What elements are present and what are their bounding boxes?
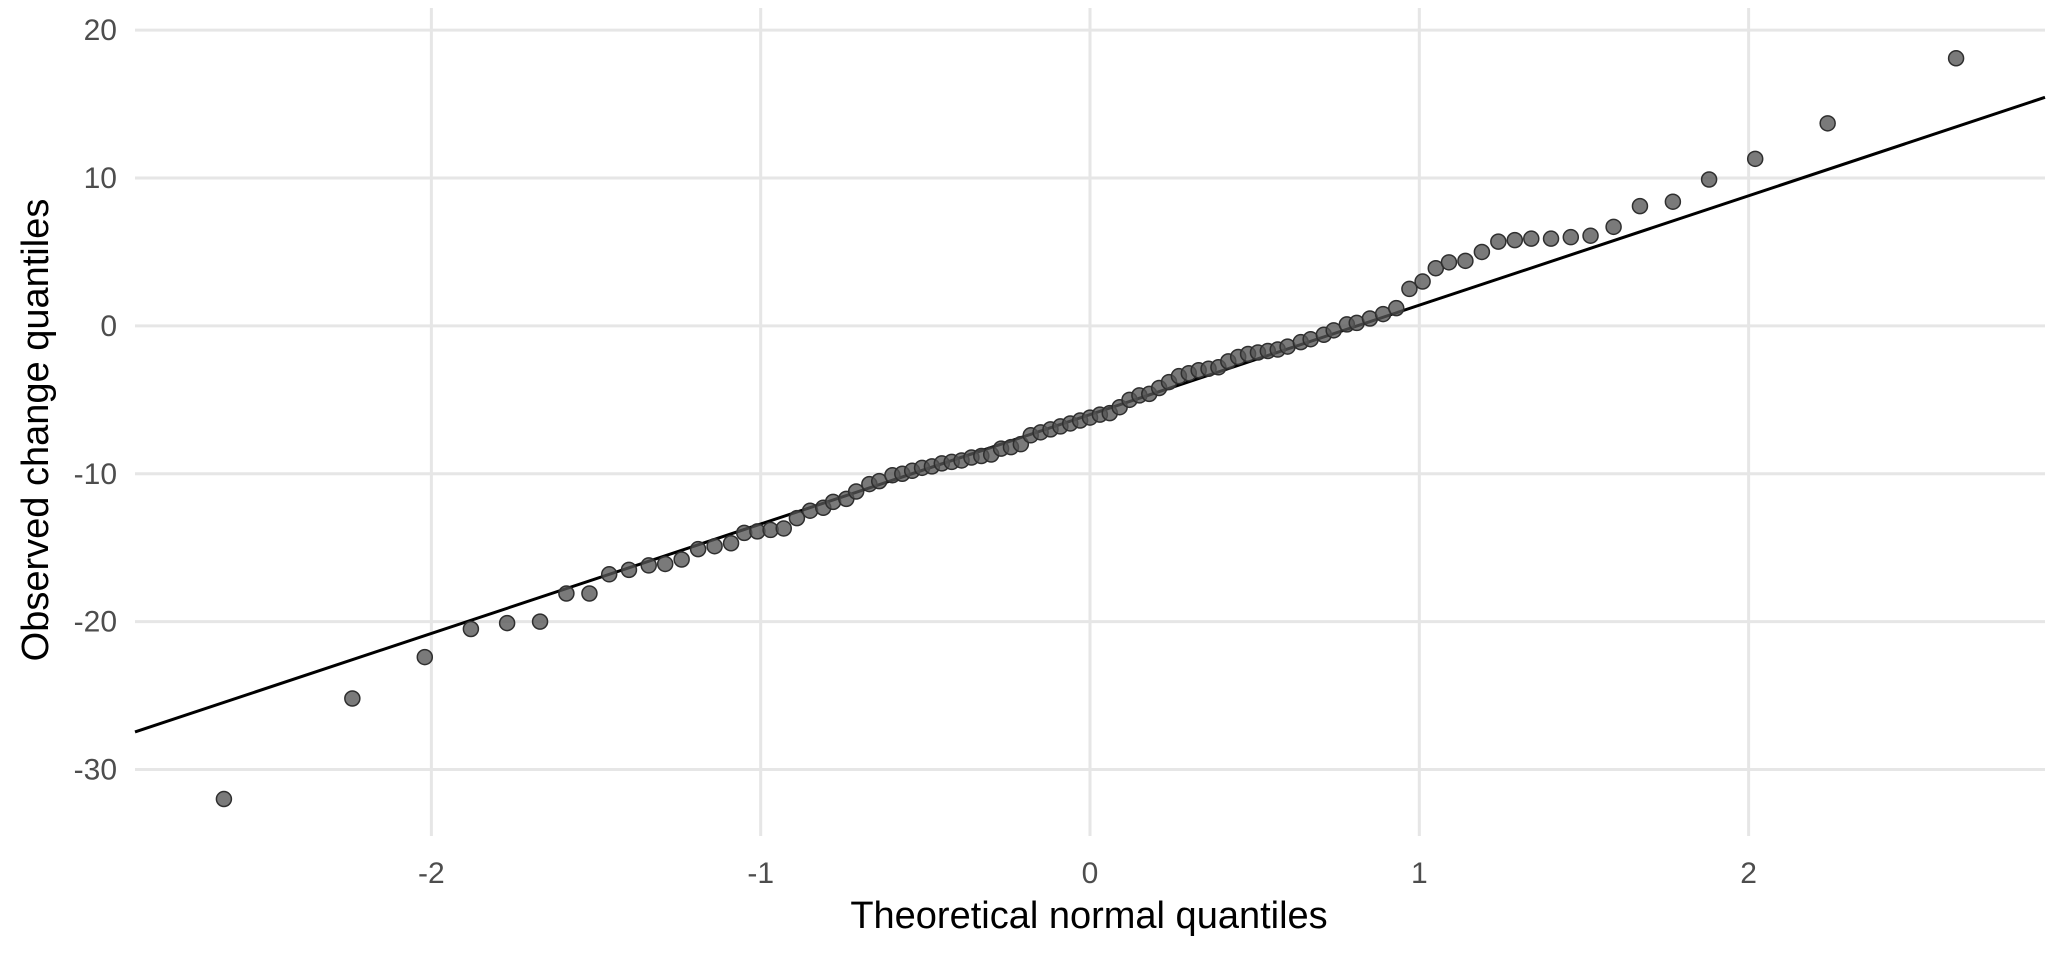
data-point xyxy=(498,614,516,632)
data-point xyxy=(1457,252,1474,270)
data-point xyxy=(344,690,361,707)
data-point xyxy=(656,555,674,573)
data-point xyxy=(1490,233,1507,250)
data-point xyxy=(416,648,434,666)
data-point xyxy=(1746,150,1764,168)
data-point xyxy=(722,534,740,552)
data-point xyxy=(462,620,480,638)
data-point xyxy=(558,585,575,602)
gridlines xyxy=(135,8,2045,836)
data-point xyxy=(581,585,598,602)
y-axis-title: Observed change quantiles xyxy=(15,199,57,662)
data-point xyxy=(1414,273,1431,290)
data-point xyxy=(1700,171,1718,188)
data-point xyxy=(1664,193,1682,210)
data-point xyxy=(620,561,638,579)
y-tick-label: 0 xyxy=(100,310,117,343)
x-tick-label: 1 xyxy=(1411,857,1428,890)
y-tick-label: 10 xyxy=(84,162,117,195)
y-tick-label: -30 xyxy=(74,753,117,786)
data-points xyxy=(215,50,1965,808)
y-tick-label: -10 xyxy=(74,458,117,491)
y-axis-ticks: -30 -20 -10 0 10 20 xyxy=(74,14,117,786)
data-point xyxy=(1605,218,1622,236)
x-tick-label: -2 xyxy=(418,857,445,890)
data-point xyxy=(1523,230,1540,247)
data-point xyxy=(1631,197,1649,215)
y-tick-label: 20 xyxy=(84,14,117,47)
x-tick-label: 0 xyxy=(1082,857,1099,890)
data-point xyxy=(788,509,806,527)
data-point xyxy=(215,790,233,808)
data-point xyxy=(1582,227,1599,244)
y-tick-label: -20 xyxy=(74,606,117,639)
x-axis-title: Theoretical normal quantiles xyxy=(850,895,1327,937)
data-point xyxy=(1388,299,1405,317)
x-tick-label: -1 xyxy=(747,857,774,890)
data-point xyxy=(640,557,657,574)
data-point xyxy=(1542,230,1560,247)
data-point xyxy=(847,483,865,500)
data-point xyxy=(1440,254,1458,271)
data-point xyxy=(600,566,618,583)
x-tick-label: 2 xyxy=(1740,857,1757,890)
data-point xyxy=(531,613,549,630)
data-point xyxy=(706,537,723,555)
data-point xyxy=(1562,228,1580,246)
data-point xyxy=(1819,115,1836,132)
data-point xyxy=(775,520,792,537)
data-point xyxy=(1473,243,1491,261)
x-axis-ticks: -2 -1 0 1 2 xyxy=(418,857,1757,890)
data-point xyxy=(689,540,707,558)
data-point xyxy=(1401,280,1418,298)
data-point xyxy=(1506,231,1524,249)
data-point xyxy=(1947,50,1965,67)
data-point xyxy=(673,551,690,568)
